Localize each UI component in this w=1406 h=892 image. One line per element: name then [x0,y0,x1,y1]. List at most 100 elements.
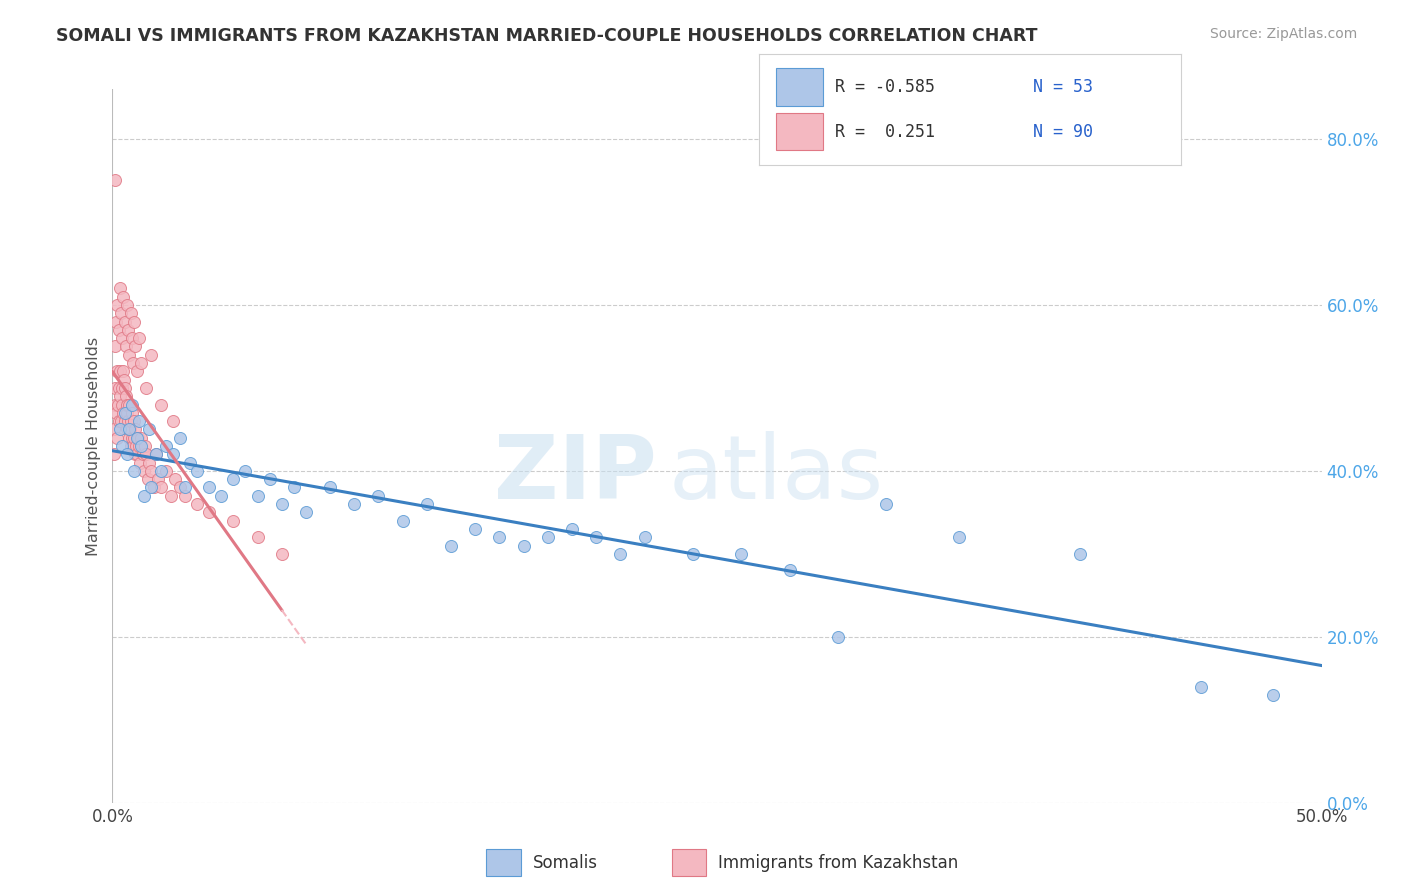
Point [537,530,560,544]
Point [112,406,135,420]
Point [682,547,704,561]
Point [1069,547,1091,561]
Point [115,447,138,461]
Point [270,547,292,561]
Point [283,481,305,495]
Point [104,381,127,395]
Point [128,331,150,345]
Point [122,414,145,428]
Point [110,414,132,428]
Point [149,464,172,478]
Point [488,530,510,544]
Point [179,456,201,470]
Point [142,481,165,495]
Point [122,431,145,445]
Point [112,373,135,387]
Point [209,489,232,503]
Point [512,539,534,553]
Bar [672,849,706,876]
Point [125,447,148,461]
Point [159,489,181,503]
Point [440,539,463,553]
Point [561,522,583,536]
Point [111,381,134,395]
Point [165,472,187,486]
Point [222,472,245,486]
Point [118,397,141,411]
Point [118,422,141,436]
Point [343,497,366,511]
Point [122,439,145,453]
Point [367,489,389,503]
Point [120,306,142,320]
Point [115,298,138,312]
Point [110,389,132,403]
Point [117,323,139,337]
Text: N = 90: N = 90 [1033,122,1094,141]
Point [128,414,150,428]
Point [121,331,143,345]
Text: SOMALI VS IMMIGRANTS FROM KAZAKHSTAN MARRIED-COUPLE HOUSEHOLDS CORRELATION CHART: SOMALI VS IMMIGRANTS FROM KAZAKHSTAN MAR… [56,27,1038,45]
Point [120,414,142,428]
Point [464,522,486,536]
Point [138,456,160,470]
Point [131,431,153,445]
Point [779,564,801,578]
Point [827,630,849,644]
Point [141,481,163,495]
Text: Somalis: Somalis [533,854,598,871]
Text: ZIP: ZIP [494,431,657,518]
Point [149,397,172,411]
Point [110,306,132,320]
Point [112,290,135,304]
Point [141,348,163,362]
Point [105,364,128,378]
Point [105,298,128,312]
Point [246,489,269,503]
Point [186,464,208,478]
Bar [486,849,520,876]
Point [129,456,152,470]
Point [135,447,157,461]
Point [148,472,170,486]
Point [1189,680,1212,694]
Point [198,505,221,519]
Point [136,472,159,486]
Point [103,447,125,461]
Point [1263,688,1285,702]
Point [319,481,342,495]
Point [111,364,134,378]
Text: R = -0.585: R = -0.585 [835,78,935,96]
Point [155,464,177,478]
Point [235,464,257,478]
Point [122,464,145,478]
Bar [776,69,823,105]
Point [131,439,153,453]
Point [169,431,191,445]
Point [122,314,145,328]
Point [270,497,292,511]
Y-axis label: Married-couple Households: Married-couple Households [86,336,101,556]
Text: atlas: atlas [669,431,884,518]
Point [105,314,128,328]
Point [295,505,318,519]
Point [107,323,129,337]
Point [875,497,897,511]
Point [114,414,136,428]
Point [104,173,127,187]
Point [155,439,177,453]
Point [114,381,136,395]
Point [105,406,128,420]
Point [141,464,163,478]
Point [114,339,136,353]
Point [108,381,131,395]
Point [162,414,184,428]
Point [122,356,145,370]
Text: R =  0.251: R = 0.251 [835,122,935,141]
Point [114,406,136,420]
Point [730,547,752,561]
Bar [776,113,823,150]
Point [145,447,167,461]
Point [114,389,136,403]
Point [416,497,439,511]
